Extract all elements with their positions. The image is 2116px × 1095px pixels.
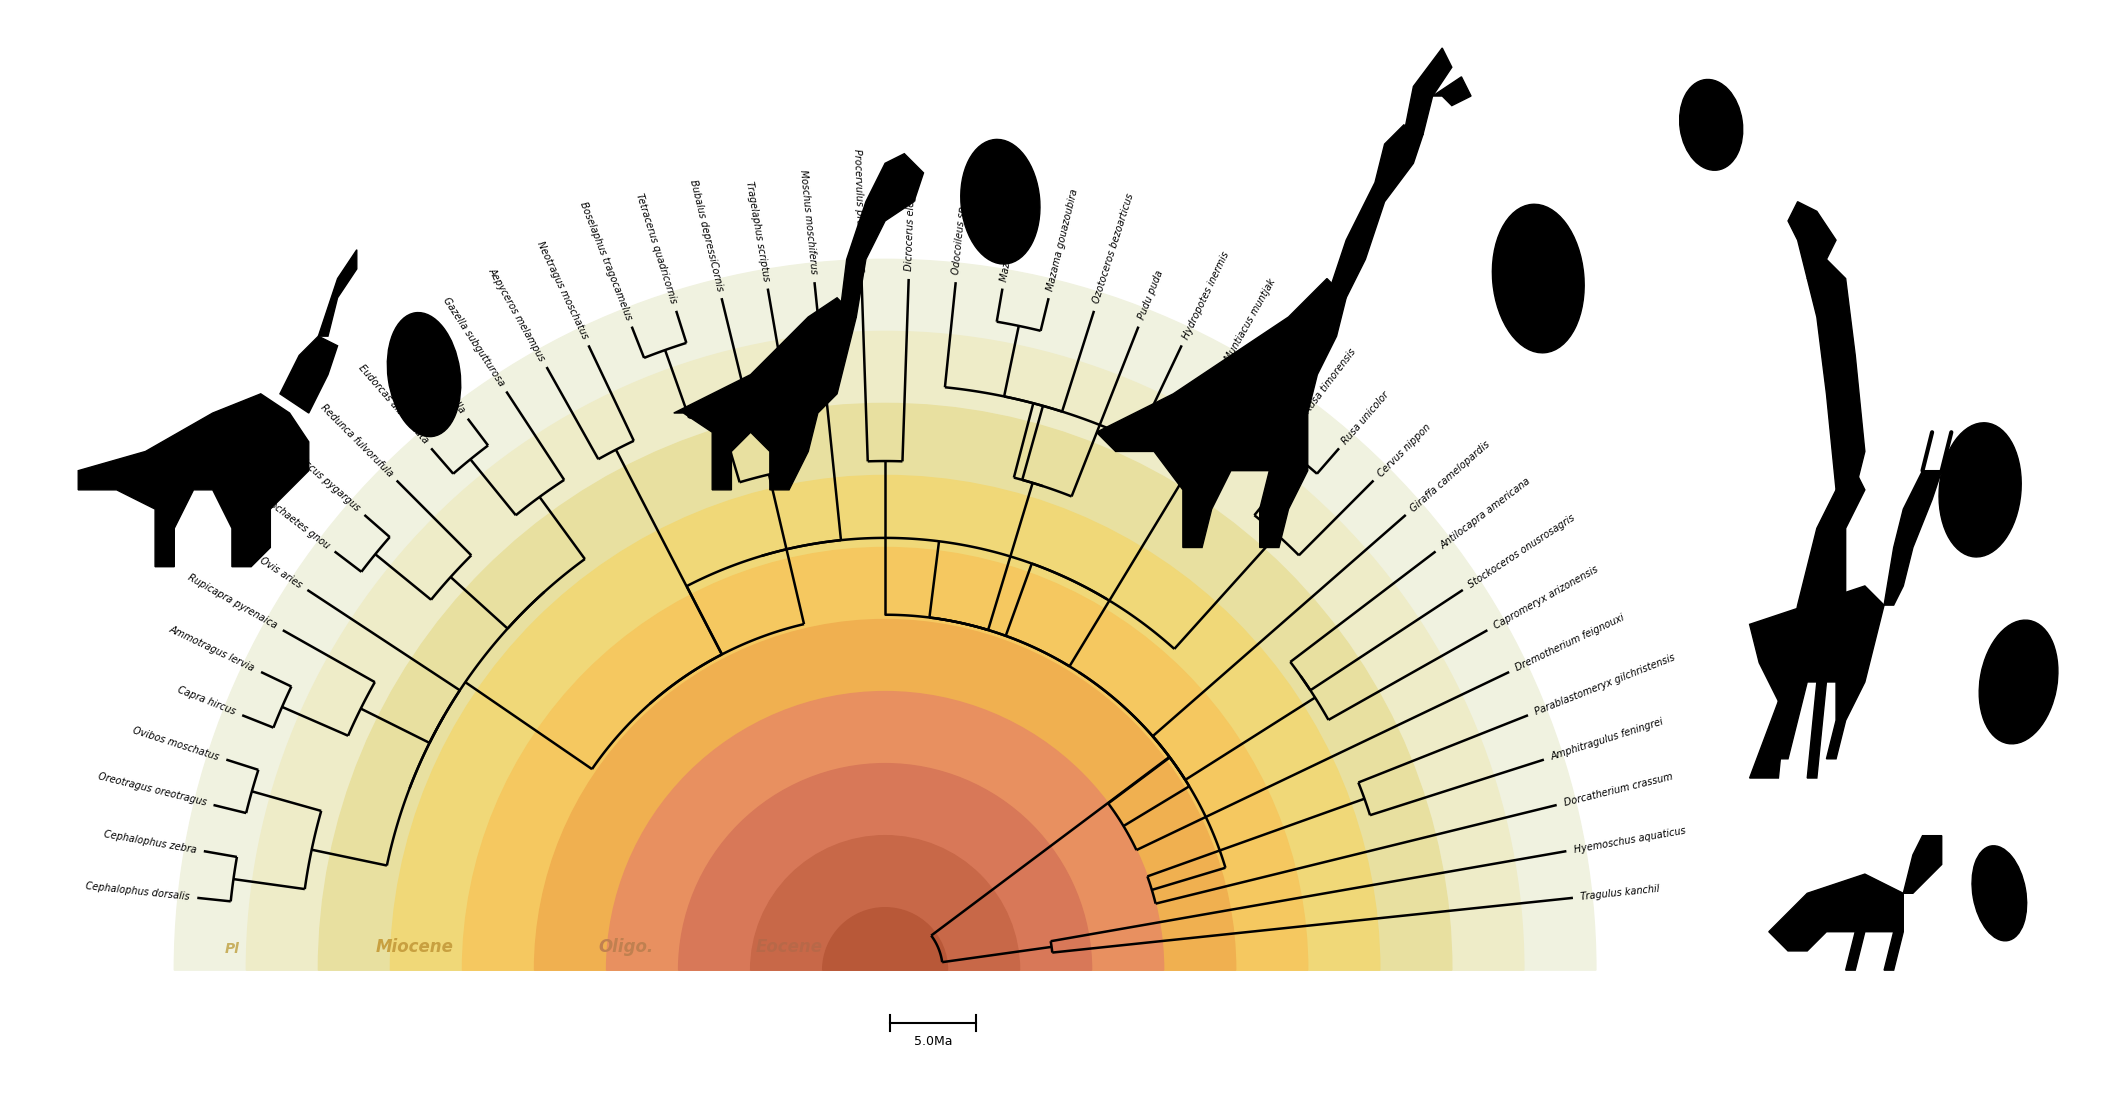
Text: Antilocapra americana: Antilocapra americana [1439, 476, 1532, 551]
Text: Ovis aries: Ovis aries [258, 555, 305, 590]
Text: 5.0Ma: 5.0Ma [914, 1035, 952, 1048]
Text: Tragelaphus scriptus: Tragelaphus scriptus [745, 180, 772, 281]
Text: Rusa unicolor: Rusa unicolor [1339, 390, 1392, 446]
Text: Gazella gazella: Gazella gazella [415, 350, 468, 415]
Wedge shape [535, 620, 1236, 970]
Wedge shape [174, 260, 1595, 970]
Text: Oligo.: Oligo. [599, 937, 654, 956]
Text: Dorcatherium crassum: Dorcatherium crassum [1564, 772, 1674, 808]
Text: Oreotragus oreotragus: Oreotragus oreotragus [97, 772, 207, 808]
Text: Boselaphus tragocamelus: Boselaphus tragocamelus [578, 200, 633, 321]
Text: Ammotragus lervia: Ammotragus lervia [167, 624, 256, 673]
Text: Mazama americana: Mazama americana [999, 186, 1024, 281]
Polygon shape [1403, 48, 1452, 135]
Wedge shape [317, 403, 1452, 970]
Text: Connochaetes gnou: Connochaetes gnou [248, 484, 332, 551]
Text: Ovibos moschatus: Ovibos moschatus [131, 725, 220, 762]
Text: Dicrocerus elegans: Dicrocerus elegans [904, 177, 916, 272]
Text: Gazella subgutturosa: Gazella subgutturosa [440, 296, 506, 388]
Text: Neotragus moschatus: Neotragus moschatus [535, 240, 590, 341]
Wedge shape [245, 332, 1524, 970]
Text: Cephalophus dorsalis: Cephalophus dorsalis [85, 881, 190, 902]
Polygon shape [1902, 835, 1942, 894]
Wedge shape [679, 763, 1092, 970]
Text: Eocene: Eocene [755, 937, 823, 956]
Text: Ozotoceros bezoarticus: Ozotoceros bezoarticus [1092, 193, 1136, 306]
Text: Odocoileus sp: Odocoileus sp [952, 206, 969, 275]
Polygon shape [1788, 201, 1837, 278]
Polygon shape [1750, 586, 1883, 759]
Polygon shape [1096, 278, 1346, 548]
Polygon shape [1327, 125, 1424, 298]
Polygon shape [317, 250, 358, 336]
Ellipse shape [961, 139, 1039, 264]
Text: Rupicapra pyrenaica: Rupicapra pyrenaica [186, 573, 279, 631]
Wedge shape [463, 548, 1308, 970]
Text: Tragulus kanchil: Tragulus kanchil [1581, 884, 1661, 902]
Text: Dremotherium feignouxi: Dremotherium feignouxi [1513, 612, 1627, 673]
Text: Giraffa camelopardis: Giraffa camelopardis [1409, 439, 1492, 514]
Polygon shape [1883, 471, 1942, 606]
Text: Rusa timorensis: Rusa timorensis [1303, 347, 1358, 415]
Polygon shape [1433, 77, 1471, 105]
Text: Mazama gouazoubira: Mazama gouazoubira [1045, 187, 1079, 292]
Wedge shape [607, 692, 1164, 970]
Polygon shape [78, 394, 309, 567]
Text: Bubalus depressiCornis: Bubalus depressiCornis [688, 178, 724, 292]
Wedge shape [391, 475, 1380, 970]
Polygon shape [673, 298, 857, 489]
Text: Tetracerus quadricornis: Tetracerus quadricornis [635, 193, 679, 306]
Ellipse shape [1492, 205, 1585, 353]
Text: Eudorcas albonotata: Eudorcas albonotata [355, 364, 430, 446]
Text: Parablastomeryx gilchristensis: Parablastomeryx gilchristensis [1534, 653, 1676, 717]
Text: Stockoceros onusrosagris: Stockoceros onusrosagris [1466, 512, 1576, 590]
Text: Elaphodus cephalophus: Elaphodus cephalophus [1263, 286, 1335, 388]
Text: Procervulus praelucideus: Procervulus praelucideus [853, 148, 865, 272]
Text: Hyemoschus aquaticus: Hyemoschus aquaticus [1572, 826, 1686, 855]
Text: Capromeryx arizonensis: Capromeryx arizonensis [1492, 564, 1600, 631]
Text: Pl: Pl [224, 942, 239, 956]
Wedge shape [751, 835, 1020, 970]
Text: Hydropotes inermis: Hydropotes inermis [1181, 250, 1232, 341]
Ellipse shape [1938, 423, 2021, 557]
Ellipse shape [1680, 80, 1744, 170]
Text: Cervus nippon: Cervus nippon [1375, 422, 1433, 479]
Text: Aepyceros melampus: Aepyceros melampus [487, 266, 548, 362]
Polygon shape [1769, 874, 1902, 970]
Text: Damaliscus pygargus: Damaliscus pygargus [277, 437, 362, 514]
Ellipse shape [387, 312, 461, 437]
Text: Pudu puda: Pudu puda [1136, 269, 1166, 321]
Polygon shape [1807, 260, 1864, 489]
Polygon shape [838, 153, 923, 336]
Polygon shape [279, 336, 339, 413]
Ellipse shape [1972, 845, 2027, 941]
Text: Moschus moschiferus: Moschus moschiferus [798, 170, 819, 275]
Text: Capra hircus: Capra hircus [176, 685, 237, 717]
Ellipse shape [1978, 620, 2059, 744]
Text: Muntiacus muntjak: Muntiacus muntjak [1223, 277, 1278, 362]
Text: Miocene: Miocene [375, 937, 453, 956]
Wedge shape [823, 908, 948, 970]
Text: Redunca fulvorufula: Redunca fulvorufula [317, 402, 396, 479]
Text: Cephalophus zebra: Cephalophus zebra [104, 829, 197, 855]
Polygon shape [1750, 471, 1864, 779]
Text: Amphitragulus feningrei: Amphitragulus feningrei [1549, 716, 1665, 762]
